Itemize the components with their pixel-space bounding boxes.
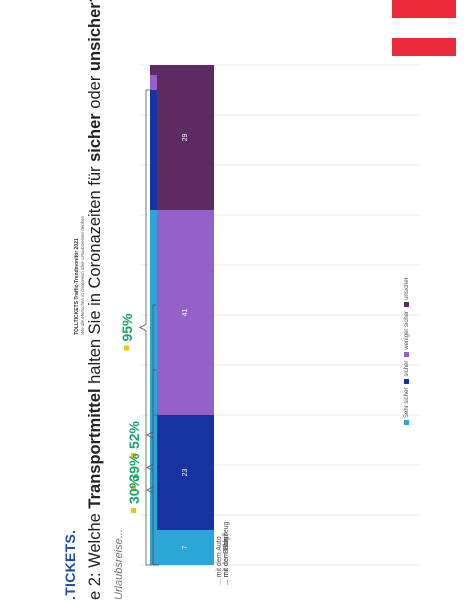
legend-item: sicher <box>404 361 410 384</box>
legend-item: Sehr sicher <box>404 388 410 425</box>
safe-percent-label: 52% <box>126 420 142 449</box>
legend-label: Sehr sicher <box>404 387 411 418</box>
legend-label: sicher <box>404 360 411 377</box>
safe-percent-label: 39% <box>126 453 142 482</box>
legend-label: unsicher <box>404 277 411 300</box>
bar-segment-sicher <box>157 415 214 530</box>
legend-label: weniger sicher <box>404 310 411 350</box>
brand-logo: .TICKETS. <box>62 529 78 600</box>
flag-stripe-red-top <box>392 0 456 18</box>
bar-value-label: 7 <box>182 545 189 549</box>
flag-graphic <box>392 0 456 56</box>
subtitle: Urlaubsreise... <box>113 529 125 600</box>
safe-percent-label: 95% <box>119 313 135 342</box>
bar-value-label: 29 <box>182 134 189 142</box>
legend-item: weniger sicher <box>404 311 410 357</box>
category-label: ... mit der Bahn <box>223 537 230 585</box>
category-label: ... mit dem Flugzeug <box>223 521 230 585</box>
page-title: e 2: Welche Transportmittel halten Sie i… <box>86 0 104 600</box>
bar-segment-weniger-sicher <box>157 210 214 415</box>
bar-segment-unsicher <box>157 65 214 210</box>
flag-stripe-red-bottom <box>392 38 456 56</box>
legend: Sehr sicher sicher weniger sicher unsicher <box>404 273 410 425</box>
safe-percent-marker <box>131 453 136 458</box>
safe-bracket <box>146 414 159 566</box>
category-label: ... mit dem Auto <box>216 536 223 585</box>
legend-swatch <box>404 301 409 307</box>
bar-segment-sehr-sicher <box>157 530 214 565</box>
legend-swatch <box>404 420 409 425</box>
legend-swatch <box>404 378 409 384</box>
report-subtitle: Wie die Menschen in Österreich über Urla… <box>80 215 85 335</box>
safe-percent-marker <box>131 508 136 513</box>
safe-percent-marker <box>131 485 136 491</box>
legend-swatch <box>404 351 409 357</box>
safe-percent-label: 30% <box>126 475 142 504</box>
bar-value-label: 41 <box>182 309 189 317</box>
safe-percent-marker <box>124 345 129 351</box>
safe-bracket <box>139 89 152 566</box>
category-label: ... mit dem Schiff <box>223 533 230 585</box>
legend-item: unsicher <box>404 277 410 307</box>
bar-value-label: 23 <box>182 469 189 477</box>
flag-stripe-white <box>392 18 456 38</box>
